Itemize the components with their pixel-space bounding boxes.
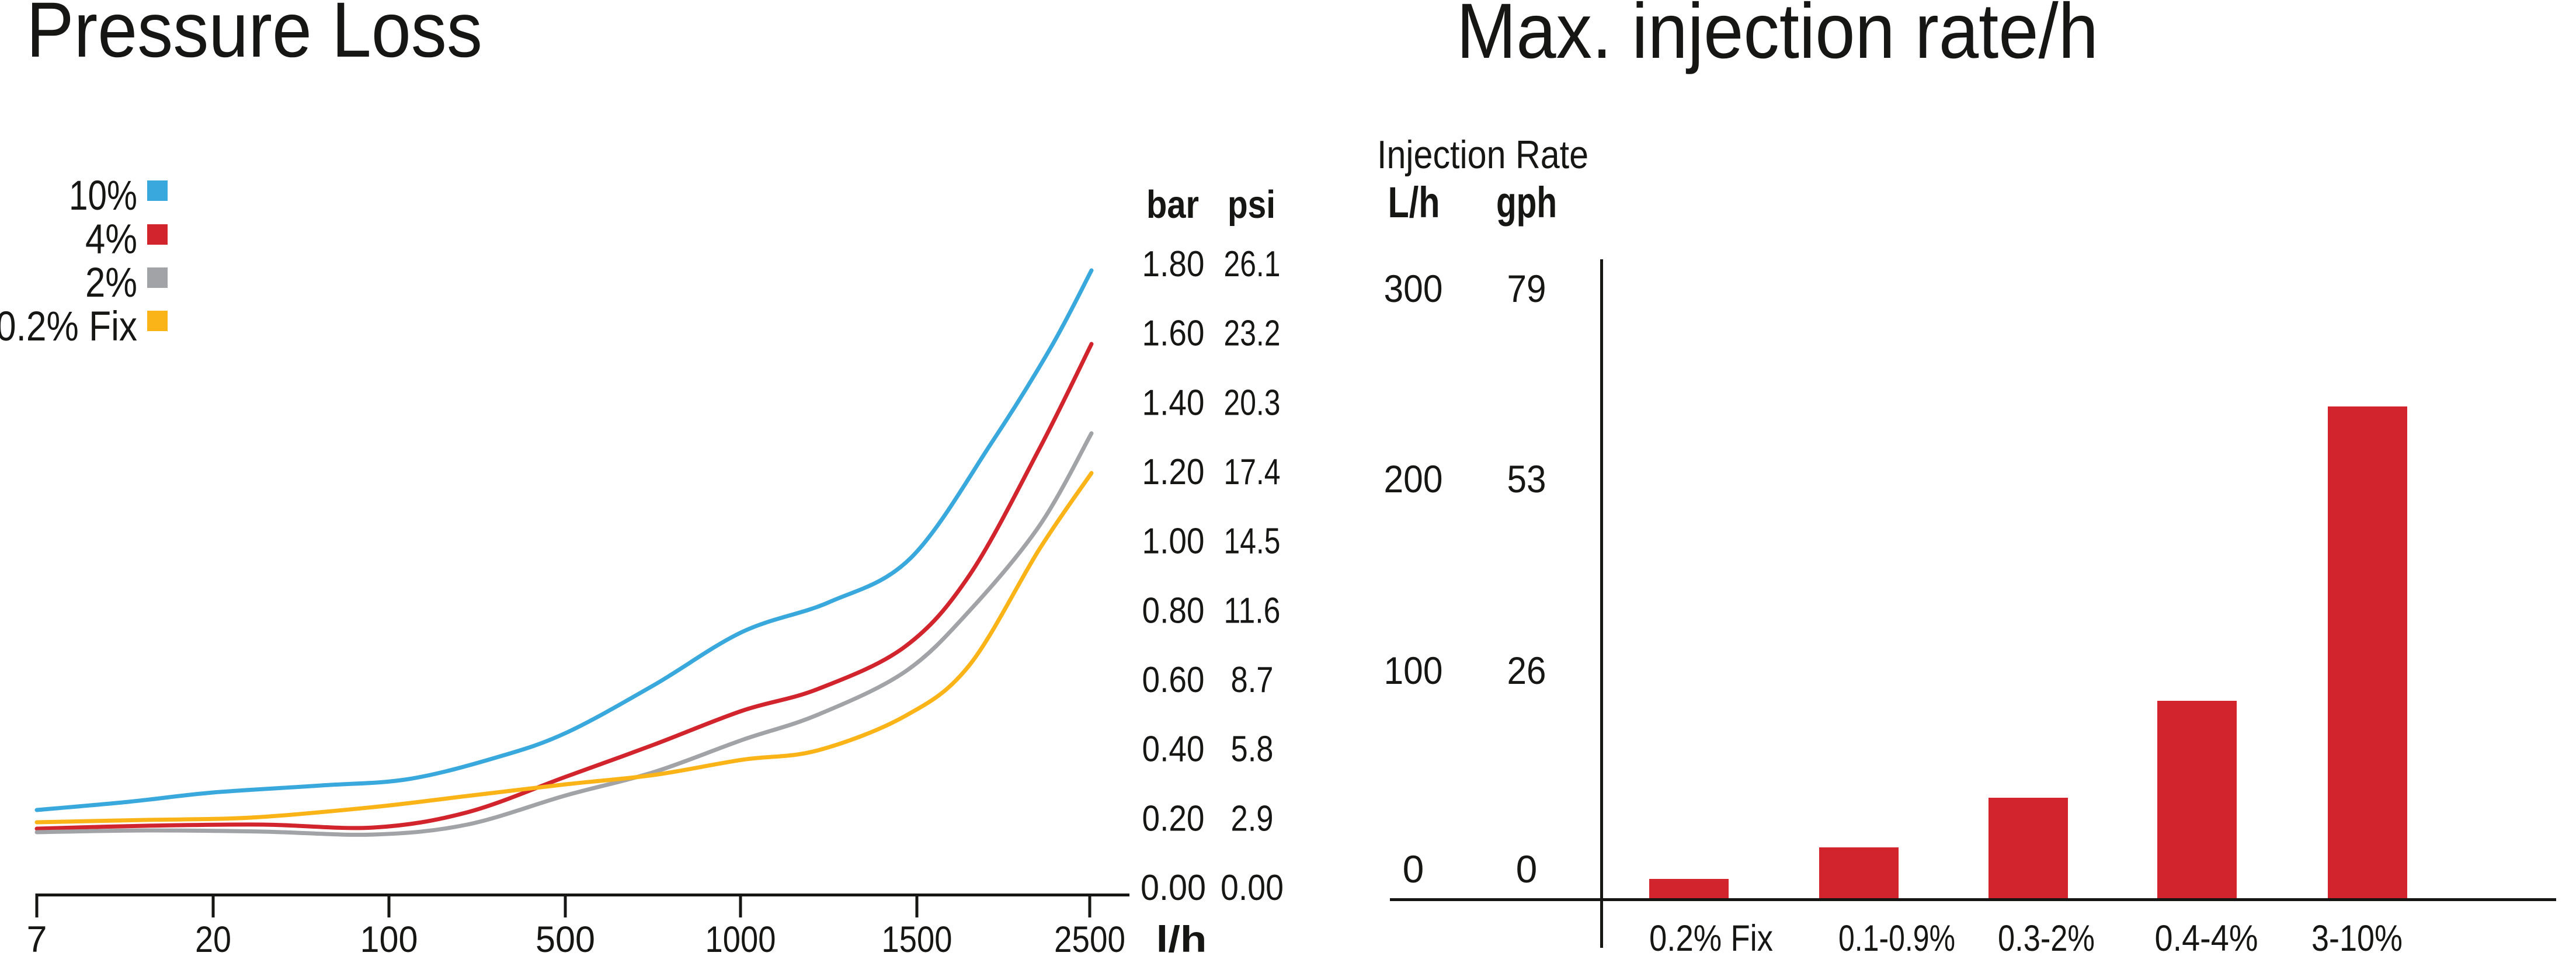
svg-text:500: 500	[536, 919, 595, 953]
svg-text:200: 200	[1384, 457, 1443, 500]
svg-text:gph: gph	[1496, 178, 1557, 227]
svg-text:0.3-2%: 0.3-2%	[1998, 918, 2095, 953]
svg-text:0.2% Fix: 0.2% Fix	[1649, 918, 1773, 953]
svg-text:l/h: l/h	[1156, 919, 1207, 953]
svg-text:0.20: 0.20	[1142, 798, 1205, 839]
svg-text:14.5: 14.5	[1224, 522, 1281, 562]
svg-text:2.9: 2.9	[1231, 798, 1274, 839]
svg-text:0.80: 0.80	[1142, 590, 1205, 631]
svg-text:0: 0	[1403, 847, 1424, 891]
svg-text:psi: psi	[1228, 183, 1275, 227]
svg-text:0: 0	[1516, 847, 1538, 891]
svg-text:L/h: L/h	[1388, 178, 1440, 227]
svg-text:Pressure Loss: Pressure Loss	[26, 0, 482, 74]
svg-text:1000: 1000	[705, 919, 776, 953]
svg-text:bar: bar	[1146, 183, 1199, 227]
svg-text:20.3: 20.3	[1224, 383, 1281, 423]
svg-text:26: 26	[1507, 649, 1546, 692]
svg-text:8.7: 8.7	[1231, 660, 1274, 700]
svg-text:1.40: 1.40	[1142, 383, 1205, 423]
svg-text:0.00: 0.00	[1141, 868, 1206, 908]
svg-text:0.2% Fix: 0.2% Fix	[0, 304, 137, 350]
svg-text:1.60: 1.60	[1142, 314, 1205, 354]
svg-text:2500: 2500	[1054, 919, 1125, 953]
svg-text:26.1: 26.1	[1224, 244, 1281, 284]
svg-text:0.4-4%: 0.4-4%	[2155, 918, 2258, 953]
svg-text:10%: 10%	[69, 173, 137, 219]
svg-text:300: 300	[1384, 267, 1443, 310]
svg-text:2%: 2%	[85, 260, 137, 306]
svg-text:23.2: 23.2	[1224, 314, 1281, 354]
svg-text:3-10%: 3-10%	[2311, 918, 2403, 953]
svg-text:1.20: 1.20	[1142, 452, 1205, 492]
svg-text:1.00: 1.00	[1142, 522, 1205, 562]
svg-text:79: 79	[1507, 267, 1546, 310]
svg-text:7: 7	[26, 919, 47, 953]
svg-text:20: 20	[195, 919, 231, 953]
svg-text:100: 100	[1384, 649, 1443, 692]
svg-text:0.1-0.9%: 0.1-0.9%	[1838, 918, 1955, 953]
svg-text:100: 100	[360, 919, 418, 953]
svg-text:53: 53	[1507, 457, 1546, 500]
svg-text:Injection Rate: Injection Rate	[1377, 133, 1588, 177]
svg-text:4%: 4%	[85, 217, 137, 263]
svg-text:1.80: 1.80	[1142, 244, 1205, 284]
svg-text:0.60: 0.60	[1142, 660, 1205, 700]
svg-text:11.6: 11.6	[1224, 590, 1281, 631]
svg-text:0.00: 0.00	[1221, 868, 1284, 908]
svg-text:0.40: 0.40	[1142, 729, 1205, 770]
svg-text:17.4: 17.4	[1224, 452, 1281, 492]
svg-text:1500: 1500	[882, 919, 952, 953]
svg-text:Max. injection rate/h: Max. injection rate/h	[1456, 0, 2098, 75]
svg-text:5.8: 5.8	[1231, 729, 1274, 770]
